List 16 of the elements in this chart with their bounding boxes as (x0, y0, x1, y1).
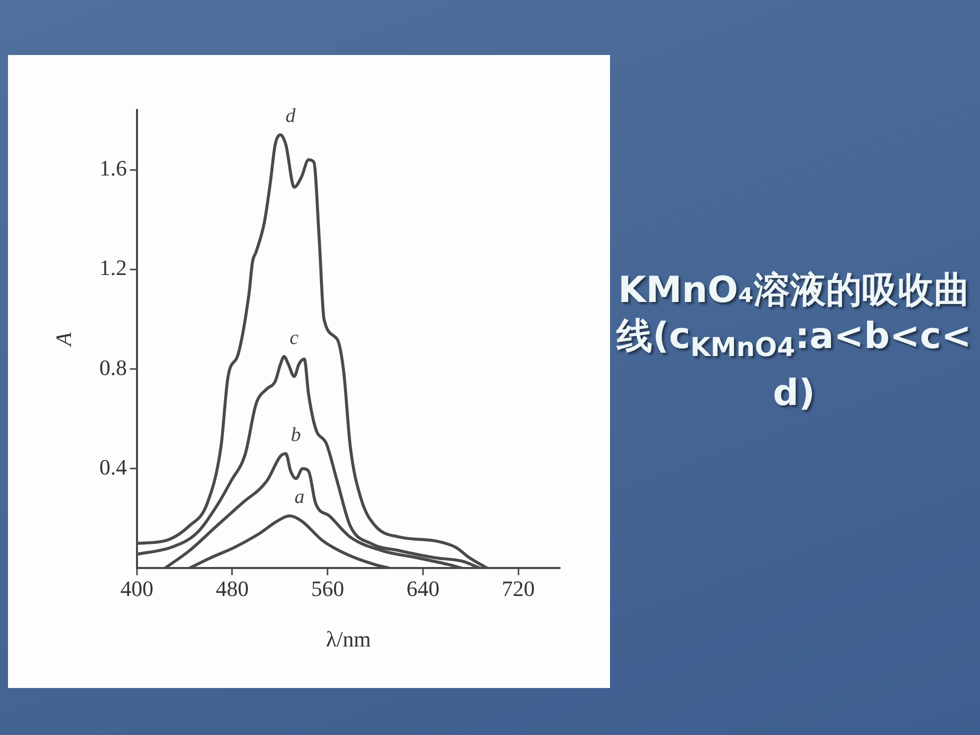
text: KMnO₄溶液的吸收曲线(c$_{KMnO4}$:a<b<c<d) (616, 269, 972, 416)
x-tick-label: 480 (216, 576, 249, 602)
y-tick-label: 1.2 (99, 255, 127, 280)
y-axis-title: A (50, 332, 76, 348)
y-tick-label: 0.4 (99, 454, 127, 480)
series-label: d (286, 105, 297, 128)
x-tick-label: 560 (311, 576, 344, 602)
series-label: a (294, 486, 304, 508)
series-label: b (290, 424, 301, 446)
y-tick-label: 1.6 (99, 156, 127, 181)
x-tick-label: 720 (502, 576, 535, 602)
series-label: c (290, 326, 299, 349)
x-axis-title: λ/nm (326, 626, 371, 652)
y-tick-label: 0.8 (99, 354, 127, 380)
x-tick-label: 400 (120, 576, 154, 602)
x-tick-label: 640 (406, 576, 440, 602)
